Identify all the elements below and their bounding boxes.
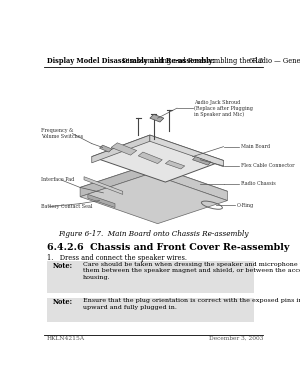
Text: Frequency &
Volume Switches: Frequency & Volume Switches [41,128,83,139]
Polygon shape [92,135,224,182]
Polygon shape [150,135,224,167]
Text: 6.4.2.6  Chassis and Front Cover Re-assembly: 6.4.2.6 Chassis and Front Cover Re-assem… [47,243,289,252]
FancyBboxPatch shape [47,298,254,322]
Polygon shape [111,143,137,155]
Text: Radio Chassis: Radio Chassis [241,181,275,186]
Text: HKLN4215A: HKLN4215A [47,336,85,341]
Text: Battery Contact Seal: Battery Contact Seal [41,204,93,209]
Text: Display Model Disassembly and Re-assembly:: Display Model Disassembly and Re-assembl… [47,57,215,65]
Polygon shape [80,173,227,223]
Polygon shape [193,157,211,165]
Polygon shape [92,135,150,163]
Text: O-Ring: O-Ring [237,203,254,208]
Text: 1.   Dress and connect the speaker wires.: 1. Dress and connect the speaker wires. [47,254,187,262]
FancyBboxPatch shape [47,262,254,293]
Polygon shape [165,161,185,169]
Text: Note:: Note: [52,262,73,270]
Polygon shape [138,152,162,164]
Text: Note:: Note: [52,298,73,307]
Polygon shape [84,177,123,194]
Polygon shape [88,194,115,208]
Polygon shape [150,165,227,201]
Polygon shape [80,165,150,197]
Text: Disassembling and Re-assembling the Radio — General: Disassembling and Re-assembling the Radi… [120,57,300,65]
Polygon shape [80,165,227,215]
Text: Ensure that the plug orientation is correct with the exposed pins in the wire ca: Ensure that the plug orientation is corr… [83,298,300,310]
Text: December 3, 2003: December 3, 2003 [209,336,263,341]
Text: Audio Jack Shroud
(Replace after Plugging
in Speaker and Mic): Audio Jack Shroud (Replace after Pluggin… [194,100,253,117]
Text: 6-13: 6-13 [248,57,263,65]
Text: Figure 6-17.  Main Board onto Chassis Re-assembly: Figure 6-17. Main Board onto Chassis Re-… [58,230,249,238]
Text: Main Board: Main Board [241,144,270,149]
Text: Care should be taken when dressing the speaker and microphone wires to avoid pin: Care should be taken when dressing the s… [83,262,300,280]
Text: Flex Cable Connector: Flex Cable Connector [241,163,294,168]
Polygon shape [100,145,112,152]
Polygon shape [150,114,164,122]
Text: Interface Pad: Interface Pad [41,177,75,182]
